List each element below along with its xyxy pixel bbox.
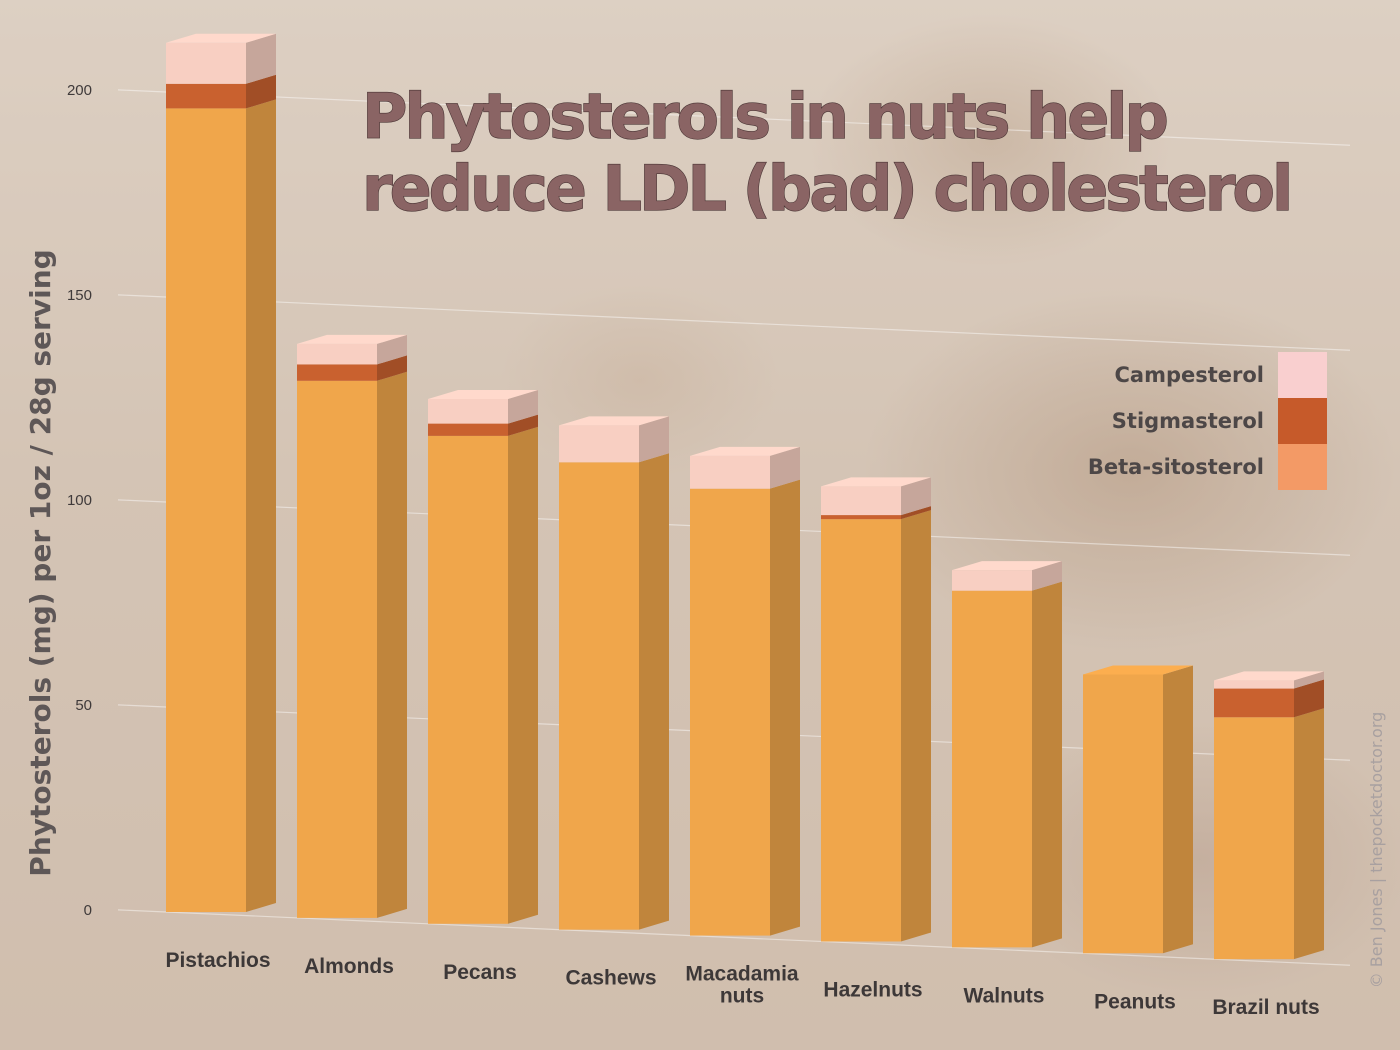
bar-group xyxy=(952,561,1062,948)
bar-top xyxy=(428,389,538,399)
category-label: Almonds xyxy=(304,955,394,978)
legend-swatch xyxy=(1278,398,1327,444)
y-tick-label: 100 xyxy=(67,492,92,509)
bar-segment-side xyxy=(1294,671,1324,689)
bar-segment-side xyxy=(508,389,538,424)
bar-top xyxy=(690,446,800,456)
legend-swatch xyxy=(1278,352,1327,398)
bar-segment-side xyxy=(770,479,800,936)
bar-segment-side xyxy=(377,334,407,365)
bar-group xyxy=(1214,671,1324,960)
bar-segment xyxy=(559,462,639,930)
bar-group xyxy=(559,416,669,930)
bars xyxy=(166,33,1324,960)
bar-segment xyxy=(1214,680,1294,689)
y-tick-label: 200 xyxy=(67,82,92,99)
bar-top xyxy=(821,477,931,487)
bar-segment xyxy=(690,488,770,936)
bar-segment-side xyxy=(639,453,669,930)
y-tick-label: 150 xyxy=(67,287,92,304)
category-label: Pecans xyxy=(443,961,517,984)
bar-group xyxy=(821,477,931,942)
y-tick-label: 0 xyxy=(84,902,92,919)
bar-group xyxy=(690,446,800,936)
gridline xyxy=(117,909,1351,966)
bar-segment-side xyxy=(1163,665,1193,954)
bar-top xyxy=(297,334,407,344)
bar-segment-side xyxy=(1294,679,1324,718)
bar-segment xyxy=(821,519,901,942)
bar-segment-side xyxy=(508,414,538,436)
legend: Campesterol Stigmasterol Beta-sitosterol xyxy=(1088,352,1327,490)
chart-title-line-1: Phytosterols in nuts help xyxy=(362,80,1167,153)
credit-watermark: © Ben Jones | thepocketdoctor.org xyxy=(1367,712,1386,989)
legend-swatch xyxy=(1278,444,1327,490)
bar-group xyxy=(297,334,407,918)
bar-segment-side xyxy=(770,446,800,489)
bar-segment-side xyxy=(901,506,931,520)
bar-segment-side xyxy=(639,416,669,463)
bar-segment-side xyxy=(246,33,276,84)
bar-segment-side xyxy=(246,74,276,109)
bar-segment-side xyxy=(377,371,407,918)
bar-segment xyxy=(690,455,770,489)
bar-segment xyxy=(952,590,1032,948)
bar-top xyxy=(166,33,276,43)
bar-segment xyxy=(428,435,508,924)
bar-segment xyxy=(297,364,377,381)
bar-segment-side xyxy=(377,355,407,381)
bar-segment xyxy=(297,380,377,918)
y-axis-ticks: 0 50 100 150 200 xyxy=(67,82,92,919)
bar-segment xyxy=(297,343,377,365)
bar-top xyxy=(952,561,1062,571)
bar-segment-side xyxy=(1294,708,1324,960)
bar-top xyxy=(1083,665,1193,675)
category-label: Macadamia nuts xyxy=(685,963,799,1008)
bar-segment xyxy=(821,486,901,516)
category-label: Walnuts xyxy=(964,984,1045,1007)
category-label: Cashews xyxy=(565,967,656,990)
legend-label: Campesterol xyxy=(1114,363,1264,387)
x-axis-categories: Pistachios Almonds Pecans Cashews Macadamia n… xyxy=(165,949,1319,1019)
category-label: Hazelnuts xyxy=(823,978,922,1001)
bar-segment xyxy=(821,515,901,520)
gridline xyxy=(117,89,1351,146)
legend-label: Beta-sitosterol xyxy=(1088,455,1264,479)
bar-segment-side xyxy=(1032,561,1062,591)
category-label: Brazil nuts xyxy=(1212,996,1319,1019)
bar-segment xyxy=(1083,674,1163,954)
bar-segment xyxy=(952,570,1032,591)
chart-title-line-2: reduce LDL (bad) cholesterol xyxy=(362,152,1290,225)
bar-segment xyxy=(428,398,508,424)
bar-segment xyxy=(166,42,246,84)
bar-segment-side xyxy=(246,99,276,912)
bar-segment-side xyxy=(901,477,931,516)
bar-segment xyxy=(1214,688,1294,718)
y-tick-label: 50 xyxy=(75,697,92,714)
bar-group xyxy=(166,33,276,912)
legend-label: Stigmasterol xyxy=(1112,409,1264,433)
category-label: Peanuts xyxy=(1094,990,1176,1013)
bar-segment xyxy=(1214,717,1294,960)
bar-group xyxy=(1083,665,1193,954)
bar-segment xyxy=(166,108,246,912)
y-axis-label: Phytosterols (mg) per 1oz / 28g serving xyxy=(24,249,57,876)
category-label: Pistachios xyxy=(165,949,270,972)
bar-segment xyxy=(428,423,508,436)
gridline xyxy=(117,294,1351,351)
bar-group xyxy=(428,389,538,924)
bar-top xyxy=(1214,671,1324,681)
bar-segment-side xyxy=(1032,581,1062,948)
bar-segment-side xyxy=(508,426,538,924)
bar-segment-side xyxy=(901,510,931,942)
bar-top xyxy=(559,416,669,426)
bar-segment xyxy=(559,425,639,463)
bar-segment xyxy=(166,83,246,109)
